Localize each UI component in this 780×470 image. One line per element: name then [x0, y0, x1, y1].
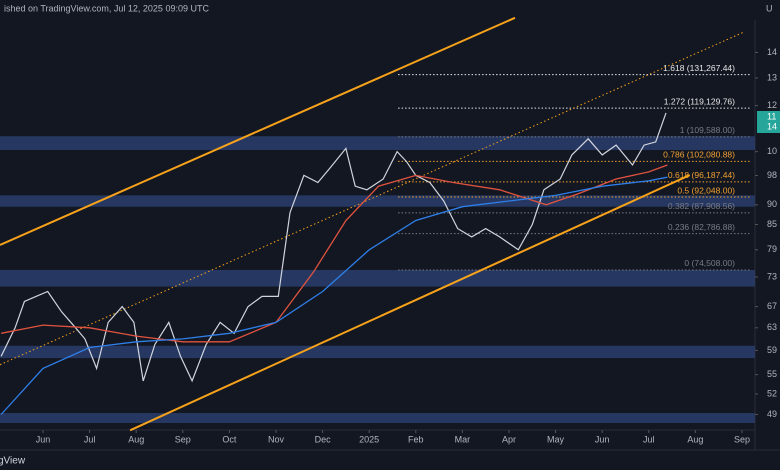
y-tick-label: 59	[767, 345, 777, 355]
y-tick-label: 13	[767, 72, 777, 82]
x-tick-label: Aug	[687, 434, 703, 444]
x-tick-label: Mar	[455, 434, 471, 444]
fib-label: 0.382 (87,908.56)	[668, 201, 735, 211]
x-tick-label: May	[547, 434, 565, 444]
y-tick-label: 10	[767, 146, 777, 156]
y-tick-label: 63	[767, 322, 777, 332]
fib-label: 1.618 (131,267.44)	[663, 63, 735, 73]
zone	[0, 136, 755, 151]
zone	[0, 269, 755, 287]
x-tick-label: Apr	[502, 434, 516, 444]
x-tick-label: Jun	[595, 434, 610, 444]
x-tick-label: Nov	[268, 434, 285, 444]
y-tick-label: 52	[767, 388, 777, 398]
y-tick-label: 49	[767, 409, 777, 419]
header-text: ished on TradingView.com, Jul 12, 2025 0…	[4, 3, 209, 13]
fib-label: 0.786 (102,080.88)	[663, 150, 735, 160]
x-tick-label: Jul	[84, 434, 96, 444]
y-tick-label: 14	[767, 47, 777, 57]
fib-label: 0.236 (82,786.88)	[668, 222, 735, 232]
fib-label: 1.272 (119,129.76)	[664, 96, 735, 106]
fib-label: 1 (109,588.00)	[680, 125, 735, 135]
x-tick-label: Sep	[734, 434, 750, 444]
y-tick-label: 90	[767, 199, 777, 209]
y-tick-label: 67	[767, 301, 777, 311]
y-tick-label: 73	[767, 271, 777, 281]
price-label-text: 14	[767, 121, 777, 131]
x-tick-label: Jul	[643, 434, 655, 444]
y-tick-label: 85	[767, 219, 777, 229]
channel-line	[0, 16, 516, 246]
x-tick-label: Aug	[128, 434, 144, 444]
price-line	[0, 164, 668, 343]
fib-label: 0.5 (92,048.00)	[677, 185, 735, 195]
channel-line	[129, 174, 691, 432]
footer-logo: gView	[0, 456, 26, 467]
zone	[0, 195, 755, 207]
zone	[0, 345, 755, 359]
fib-label: 0.618 (96,187.44)	[668, 170, 735, 180]
price-label-text: 11	[767, 111, 776, 121]
x-tick-label: Feb	[408, 434, 424, 444]
y-tick-label: 79	[767, 244, 777, 254]
zone	[0, 413, 755, 424]
fib-label: 0 (74,508.00)	[684, 258, 735, 268]
x-tick-label: Dec	[315, 434, 332, 444]
x-tick-label: Jun	[36, 434, 51, 444]
y-tick-label: 12	[767, 100, 777, 110]
y-tick-label: 55	[767, 369, 777, 379]
y-tick-label: 98	[767, 170, 777, 180]
price-line	[0, 176, 668, 415]
x-tick-label: Oct	[222, 434, 237, 444]
price-label-box	[757, 111, 780, 133]
x-tick-label: Sep	[175, 434, 191, 444]
x-tick-label: 2025	[359, 434, 379, 444]
currency: U	[766, 3, 773, 13]
